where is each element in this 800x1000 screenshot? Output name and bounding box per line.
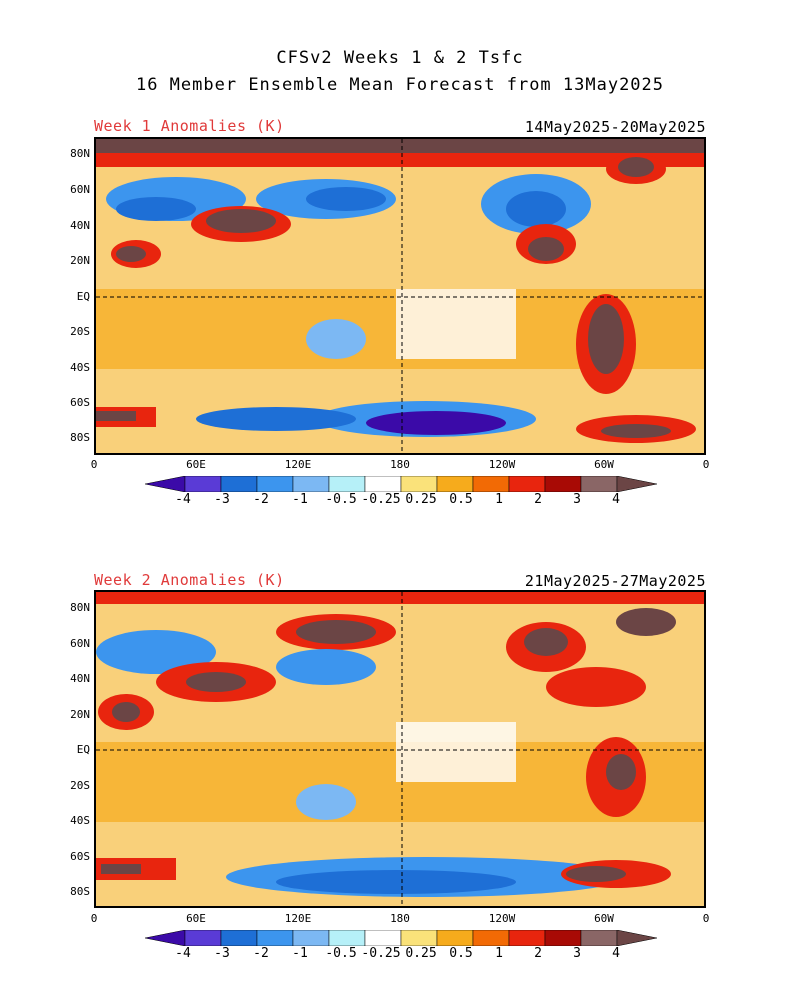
week1-cb-label: 4 bbox=[612, 492, 620, 507]
week1-lat-40S: 40S bbox=[70, 361, 90, 374]
week2-lon-60E: 60E bbox=[186, 912, 206, 925]
week2-cb-label: 2 bbox=[534, 946, 542, 961]
colorbar-swatch bbox=[184, 930, 222, 946]
colorbar-swatch bbox=[544, 930, 582, 946]
week1-lat-80N: 80N bbox=[70, 147, 90, 160]
week1-lat-80S: 80S bbox=[70, 431, 90, 444]
week2-lon-0: 0 bbox=[90, 912, 98, 925]
week2-cb-label: 1 bbox=[495, 946, 503, 961]
chart-title-line1: CFSv2 Weeks 1 & 2 Tsfc bbox=[276, 48, 524, 68]
week2-lat-60N: 60N bbox=[70, 637, 90, 650]
week2-lon-180: 180 bbox=[390, 912, 410, 925]
week2-cb-label: -2 bbox=[253, 946, 269, 961]
week2-lon-120E: 120E bbox=[284, 912, 312, 925]
week2-cb-label: 3 bbox=[573, 946, 581, 961]
week1-dates: 14May2025-20May2025 bbox=[524, 118, 706, 136]
week2-cb-label: -0.5 bbox=[325, 946, 357, 961]
colorbar-swatch bbox=[436, 476, 474, 492]
week1-lat-40N: 40N bbox=[70, 219, 90, 232]
week2-cb-label: -1 bbox=[292, 946, 308, 961]
week2-title: Week 2 Anomalies (K) bbox=[94, 571, 285, 589]
week1-lon-180: 180 bbox=[390, 458, 410, 471]
colorbar-swatch bbox=[508, 930, 546, 946]
week2-cb-label: 0.25 bbox=[405, 946, 437, 961]
colorbar-right-arrow bbox=[616, 476, 657, 492]
week2-lat-60S: 60S bbox=[70, 850, 90, 863]
colorbar-swatch bbox=[328, 930, 366, 946]
week2-lon-120W: 120W bbox=[488, 912, 516, 925]
week1-lon-120E: 120E bbox=[284, 458, 312, 471]
week1-cb-label: -0.25 bbox=[361, 492, 401, 507]
week1-lat-60N: 60N bbox=[70, 183, 90, 196]
week1-cb-label: 0.5 bbox=[449, 492, 473, 507]
week2-cb-label: -0.25 bbox=[361, 946, 401, 961]
week1-cb-label: -1 bbox=[292, 492, 308, 507]
week1-lat-20S: 20S bbox=[70, 325, 90, 338]
week2-lon-60W: 60W bbox=[594, 912, 614, 925]
week1-cb-label: -4 bbox=[175, 492, 191, 507]
week1-lat-EQ: EQ bbox=[76, 290, 90, 303]
colorbar-swatch bbox=[292, 476, 330, 492]
week1-colorbar bbox=[145, 476, 657, 492]
week1-cb-label: -0.5 bbox=[325, 492, 357, 507]
colorbar-swatch bbox=[400, 476, 438, 492]
colorbar-swatch bbox=[220, 476, 258, 492]
colorbar-swatch bbox=[364, 930, 402, 946]
colorbar-swatch bbox=[472, 476, 510, 492]
colorbar-swatch bbox=[220, 930, 258, 946]
colorbar-swatch bbox=[184, 476, 222, 492]
colorbar-swatch bbox=[580, 930, 618, 946]
week2-lat-40S: 40S bbox=[70, 814, 90, 827]
colorbar-swatch bbox=[400, 930, 438, 946]
week2-cb-label: 0.5 bbox=[449, 946, 473, 961]
week1-map bbox=[94, 137, 706, 455]
week2-cb-label: -3 bbox=[214, 946, 230, 961]
week1-lat-60S: 60S bbox=[70, 396, 90, 409]
colorbar-swatch bbox=[256, 930, 294, 946]
week1-lon-0-end: 0 bbox=[702, 458, 710, 471]
week1-cb-label: 1 bbox=[495, 492, 503, 507]
week1-title: Week 1 Anomalies (K) bbox=[94, 117, 285, 135]
week2-lat-80S: 80S bbox=[70, 885, 90, 898]
colorbar-swatch bbox=[508, 476, 546, 492]
week2-lat-40N: 40N bbox=[70, 672, 90, 685]
week1-cb-label: -3 bbox=[214, 492, 230, 507]
week2-colorbar bbox=[145, 930, 657, 946]
week2-lon-0-end: 0 bbox=[702, 912, 710, 925]
colorbar-swatch bbox=[364, 476, 402, 492]
chart-title-line2: 16 Member Ensemble Mean Forecast from 13… bbox=[135, 75, 665, 95]
colorbar-swatch bbox=[328, 476, 366, 492]
colorbar-right-arrow bbox=[616, 930, 657, 946]
week1-lon-60E: 60E bbox=[186, 458, 206, 471]
week2-lat-20N: 20N bbox=[70, 708, 90, 721]
week1-lon-120W: 120W bbox=[488, 458, 516, 471]
week1-cb-label: 3 bbox=[573, 492, 581, 507]
week2-cb-label: 4 bbox=[612, 946, 620, 961]
colorbar-left-arrow bbox=[145, 930, 186, 946]
colorbar-swatch bbox=[436, 930, 474, 946]
week2-lat-80N: 80N bbox=[70, 601, 90, 614]
colorbar-swatch bbox=[580, 476, 618, 492]
colorbar-swatch bbox=[544, 476, 582, 492]
week2-dates: 21May2025-27May2025 bbox=[524, 572, 706, 590]
week1-cb-label: 2 bbox=[534, 492, 542, 507]
week2-cb-label: -4 bbox=[175, 946, 191, 961]
week2-lat-EQ: EQ bbox=[76, 743, 90, 756]
week1-lon-60W: 60W bbox=[594, 458, 614, 471]
colorbar-swatch bbox=[472, 930, 510, 946]
week2-lat-20S: 20S bbox=[70, 779, 90, 792]
colorbar-swatch bbox=[256, 476, 294, 492]
week1-lat-20N: 20N bbox=[70, 254, 90, 267]
colorbar-left-arrow bbox=[145, 476, 186, 492]
colorbar-swatch bbox=[292, 930, 330, 946]
week1-lon-0: 0 bbox=[90, 458, 98, 471]
week1-cb-label: -2 bbox=[253, 492, 269, 507]
week1-cb-label: 0.25 bbox=[405, 492, 437, 507]
week2-map bbox=[94, 590, 706, 908]
